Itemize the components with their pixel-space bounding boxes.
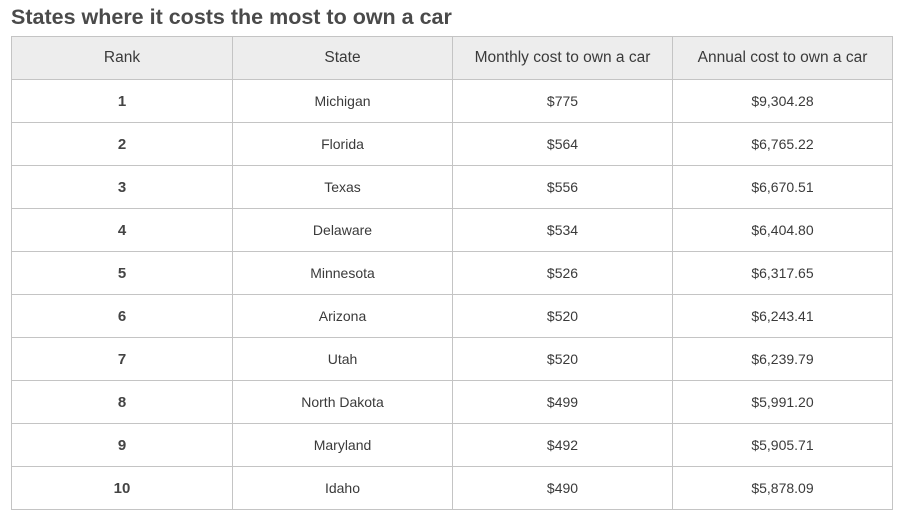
state-cell: Minnesota — [232, 251, 453, 295]
state-cell: Delaware — [232, 208, 453, 252]
monthly-cost-cell: $492 — [452, 423, 673, 467]
table-row: 2 Florida $564 $6,765.22 — [11, 122, 893, 166]
state-cell: Idaho — [232, 466, 453, 510]
header-annual-cost: Annual cost to own a car — [672, 36, 893, 80]
table-body: 1 Michigan $775 $9,304.28 2 Florida $564… — [11, 79, 893, 510]
header-state: State — [232, 36, 453, 80]
annual-cost-cell: $6,243.41 — [672, 294, 893, 338]
rank-cell: 7 — [11, 337, 233, 381]
header-rank: Rank — [11, 36, 233, 80]
state-cell: Florida — [232, 122, 453, 166]
state-cell: Utah — [232, 337, 453, 381]
table-row: 7 Utah $520 $6,239.79 — [11, 337, 893, 381]
annual-cost-cell: $6,670.51 — [672, 165, 893, 209]
monthly-cost-cell: $564 — [452, 122, 673, 166]
monthly-cost-cell: $520 — [452, 337, 673, 381]
annual-cost-cell: $6,317.65 — [672, 251, 893, 295]
monthly-cost-cell: $490 — [452, 466, 673, 510]
state-cell: Texas — [232, 165, 453, 209]
rank-cell: 3 — [11, 165, 233, 209]
annual-cost-cell: $5,905.71 — [672, 423, 893, 467]
monthly-cost-cell: $499 — [452, 380, 673, 424]
car-cost-table: Rank State Monthly cost to own a car Ann… — [11, 36, 893, 510]
annual-cost-cell: $6,239.79 — [672, 337, 893, 381]
table-row: 3 Texas $556 $6,670.51 — [11, 165, 893, 209]
annual-cost-cell: $9,304.28 — [672, 79, 893, 123]
rank-cell: 5 — [11, 251, 233, 295]
rank-cell: 1 — [11, 79, 233, 123]
state-cell: North Dakota — [232, 380, 453, 424]
monthly-cost-cell: $556 — [452, 165, 673, 209]
rank-cell: 8 — [11, 380, 233, 424]
state-cell: Arizona — [232, 294, 453, 338]
table-row: 10 Idaho $490 $5,878.09 — [11, 466, 893, 510]
rank-cell: 4 — [11, 208, 233, 252]
header-row: Rank State Monthly cost to own a car Ann… — [11, 36, 893, 80]
page-title: States where it costs the most to own a … — [11, 5, 452, 29]
monthly-cost-cell: $520 — [452, 294, 673, 338]
monthly-cost-cell: $534 — [452, 208, 673, 252]
header-monthly-cost: Monthly cost to own a car — [452, 36, 673, 80]
table-row: 6 Arizona $520 $6,243.41 — [11, 294, 893, 338]
table-row: 8 North Dakota $499 $5,991.20 — [11, 380, 893, 424]
table-row: 5 Minnesota $526 $6,317.65 — [11, 251, 893, 295]
state-cell: Michigan — [232, 79, 453, 123]
table-row: 4 Delaware $534 $6,404.80 — [11, 208, 893, 252]
annual-cost-cell: $5,991.20 — [672, 380, 893, 424]
annual-cost-cell: $6,404.80 — [672, 208, 893, 252]
rank-cell: 10 — [11, 466, 233, 510]
rank-cell: 9 — [11, 423, 233, 467]
state-cell: Maryland — [232, 423, 453, 467]
rank-cell: 2 — [11, 122, 233, 166]
annual-cost-cell: $6,765.22 — [672, 122, 893, 166]
table-header: Rank State Monthly cost to own a car Ann… — [11, 36, 893, 80]
annual-cost-cell: $5,878.09 — [672, 466, 893, 510]
monthly-cost-cell: $775 — [452, 79, 673, 123]
table-row: 9 Maryland $492 $5,905.71 — [11, 423, 893, 467]
monthly-cost-cell: $526 — [452, 251, 673, 295]
rank-cell: 6 — [11, 294, 233, 338]
table-row: 1 Michigan $775 $9,304.28 — [11, 79, 893, 123]
